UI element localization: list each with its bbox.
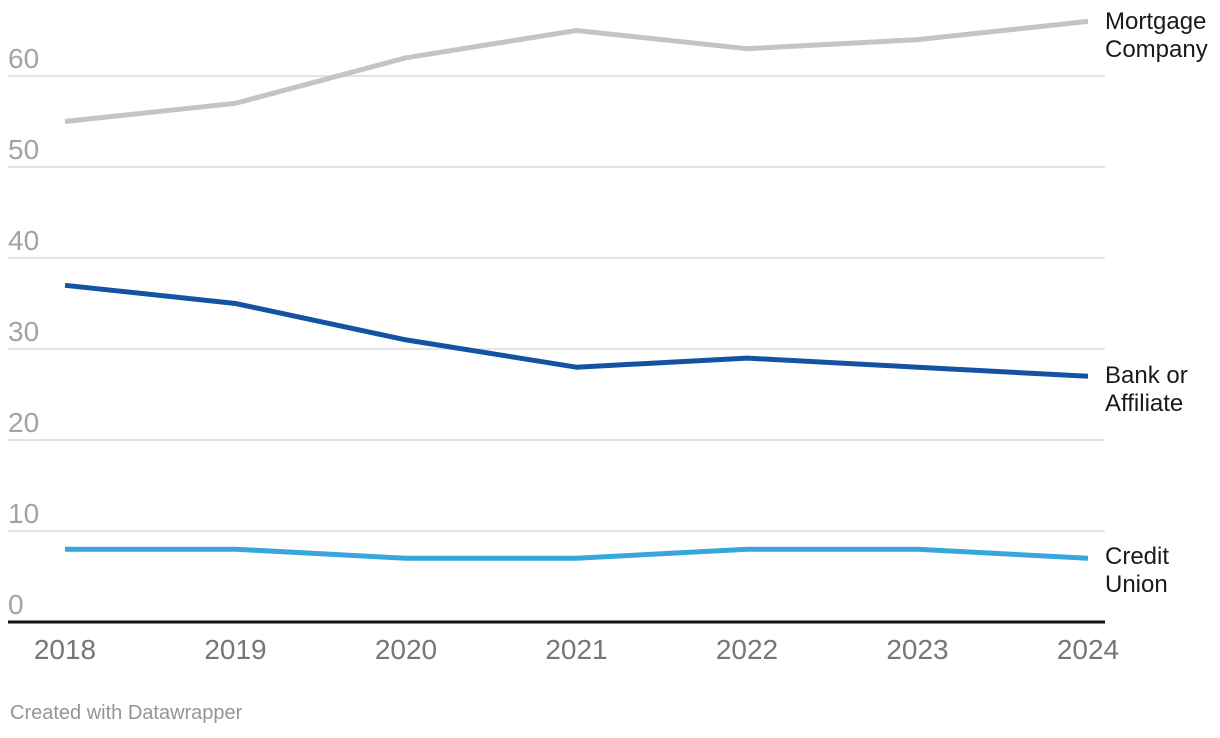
- x-tick-label-2018: 2018: [34, 634, 96, 665]
- attribution-text: Created with Datawrapper: [10, 702, 243, 724]
- series-label-credit-union: Credit Union: [1105, 543, 1170, 598]
- x-tick-label-2024: 2024: [1057, 634, 1119, 665]
- y-tick-label-0: 0: [8, 589, 24, 620]
- x-tick-label-2019: 2019: [204, 634, 266, 665]
- y-tick-label-10: 10: [8, 498, 39, 529]
- x-tick-label-2022: 2022: [716, 634, 778, 665]
- series-label-mortgage-company: Mortgage Company: [1105, 8, 1208, 63]
- x-tick-label-2023: 2023: [886, 634, 948, 665]
- series-label-bank-or-affiliate: Bank or Affiliate: [1105, 362, 1188, 417]
- y-tick-label-30: 30: [8, 316, 39, 347]
- y-tick-label-20: 20: [8, 407, 39, 438]
- x-tick-label-2020: 2020: [375, 634, 437, 665]
- series-line-bank-or-affiliate: [64, 282, 1089, 379]
- series-line-credit-union: [65, 546, 1089, 561]
- y-tick-label-60: 60: [8, 43, 39, 74]
- y-tick-label-50: 50: [8, 134, 39, 165]
- x-tick-label-2021: 2021: [545, 634, 607, 665]
- series-line-mortgage-company: [64, 18, 1089, 124]
- y-tick-label-40: 40: [8, 225, 39, 256]
